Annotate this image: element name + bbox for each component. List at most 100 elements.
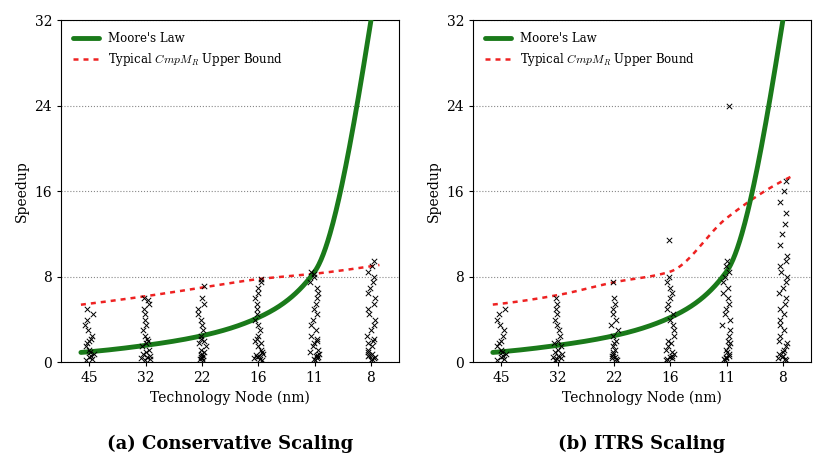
- Point: [610, 337, 623, 345]
- Point: [721, 257, 734, 265]
- Point: [548, 357, 562, 364]
- Typical $CmpM_R$ Upper Bound: [524, 297, 534, 303]
- Point: [197, 327, 210, 334]
- Point: [304, 279, 317, 286]
- Point: [79, 343, 93, 350]
- Typical $CmpM_R$ Upper Bound: [173, 289, 183, 294]
- Text: (b) ITRS Scaling: (b) ITRS Scaling: [558, 434, 726, 453]
- Point: [308, 357, 321, 364]
- Point: [361, 268, 374, 275]
- X-axis label: Technology Node (nm): Technology Node (nm): [150, 391, 310, 406]
- Point: [609, 300, 622, 307]
- Point: [304, 322, 317, 329]
- Point: [491, 357, 504, 364]
- Point: [494, 353, 507, 361]
- Point: [606, 343, 620, 350]
- Point: [140, 335, 154, 343]
- Y-axis label: Speedup: Speedup: [427, 161, 441, 222]
- Point: [308, 340, 321, 347]
- Point: [723, 300, 736, 307]
- Point: [720, 348, 733, 355]
- Point: [364, 327, 377, 334]
- Point: [365, 356, 378, 363]
- Point: [499, 350, 512, 358]
- Point: [143, 346, 156, 353]
- Point: [610, 357, 624, 364]
- Point: [365, 343, 378, 350]
- Moore's Law: [524, 346, 534, 352]
- Point: [493, 310, 506, 318]
- Moore's Law: [112, 346, 121, 352]
- Point: [719, 354, 733, 362]
- Point: [250, 335, 263, 343]
- Point: [606, 279, 620, 286]
- Point: [778, 188, 791, 195]
- Point: [310, 295, 323, 302]
- Point: [719, 273, 732, 280]
- Point: [368, 295, 382, 302]
- Point: [779, 357, 792, 364]
- Moore's Law: [782, 0, 792, 2]
- Point: [81, 316, 94, 323]
- Point: [661, 337, 674, 345]
- Point: [82, 327, 95, 334]
- Line: Moore's Law: Moore's Law: [493, 0, 791, 353]
- Point: [666, 354, 679, 362]
- Typical $CmpM_R$ Upper Bound: [703, 234, 713, 239]
- Point: [307, 305, 320, 313]
- Point: [660, 356, 673, 363]
- Point: [368, 353, 382, 361]
- Point: [251, 289, 264, 297]
- Point: [199, 343, 212, 350]
- Point: [367, 337, 380, 345]
- Point: [197, 282, 211, 289]
- Point: [362, 351, 375, 359]
- Point: [780, 209, 793, 217]
- Point: [81, 340, 94, 347]
- Point: [550, 295, 563, 302]
- Point: [723, 350, 736, 358]
- Point: [304, 348, 317, 355]
- Point: [304, 268, 317, 275]
- Moore's Law: [374, 0, 384, 2]
- Point: [195, 346, 208, 353]
- Line: Moore's Law: Moore's Law: [81, 0, 379, 353]
- Moore's Law: [488, 350, 498, 355]
- Point: [772, 289, 786, 297]
- Point: [777, 327, 790, 334]
- Point: [367, 257, 380, 265]
- Typical $CmpM_R$ Upper Bound: [194, 286, 204, 291]
- Point: [311, 346, 325, 353]
- Typical $CmpM_R$ Upper Bound: [293, 273, 303, 278]
- Point: [776, 284, 790, 292]
- Point: [196, 322, 209, 329]
- Point: [667, 350, 681, 358]
- Point: [140, 353, 153, 361]
- Point: [311, 310, 324, 318]
- Point: [779, 356, 792, 363]
- Point: [143, 353, 156, 360]
- Point: [777, 310, 790, 318]
- Point: [719, 305, 733, 313]
- Point: [724, 340, 737, 347]
- Point: [361, 305, 374, 313]
- Point: [779, 279, 792, 286]
- Point: [249, 337, 262, 345]
- Typical $CmpM_R$ Upper Bound: [488, 302, 498, 307]
- Point: [491, 316, 504, 323]
- Point: [135, 343, 149, 350]
- Point: [722, 102, 735, 109]
- Typical $CmpM_R$ Upper Bound: [112, 298, 121, 303]
- Point: [606, 332, 620, 340]
- Point: [773, 241, 786, 249]
- Point: [251, 284, 264, 292]
- Point: [195, 350, 208, 358]
- Point: [773, 337, 786, 345]
- Point: [83, 348, 97, 355]
- Typical $CmpM_R$ Upper Bound: [676, 263, 686, 269]
- Point: [312, 350, 325, 358]
- Point: [717, 289, 730, 297]
- Point: [492, 340, 506, 347]
- Point: [251, 332, 264, 340]
- Point: [139, 357, 152, 364]
